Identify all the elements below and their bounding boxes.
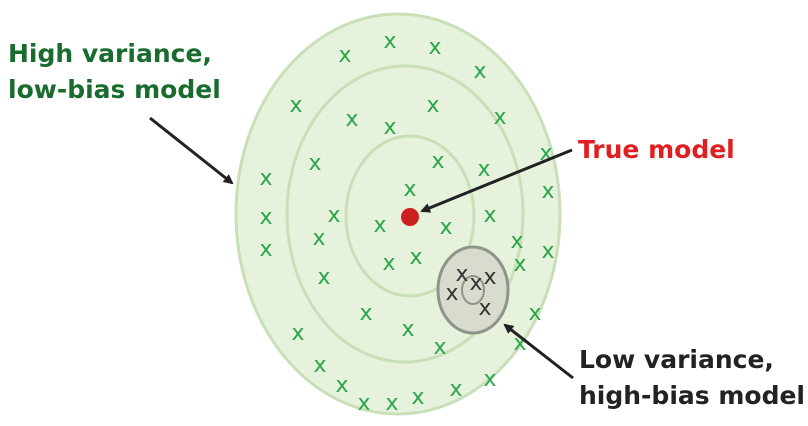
estimate-mark: x [385, 391, 398, 416]
true-model-label: True model [578, 135, 735, 164]
estimate-mark: x [513, 252, 526, 277]
estimate-mark: x [431, 149, 444, 174]
estimate-mark: x [449, 377, 462, 402]
estimate-mark: x [383, 115, 396, 140]
estimate-mark: x [541, 239, 554, 264]
low-variance-inner-ring [461, 275, 485, 305]
estimate-mark: x [403, 177, 416, 202]
target-middle-ring [285, 64, 525, 364]
low-variance-label-line2: high-bias model [579, 381, 805, 410]
estimate-mark: x [259, 166, 272, 191]
estimate-mark: x [473, 59, 486, 84]
estimate-mark: x [317, 265, 330, 290]
estimate-mark: x [382, 251, 395, 276]
estimate-mark: x [513, 331, 526, 356]
arrow-icon [420, 148, 573, 213]
estimate-mark: x [291, 321, 304, 346]
arrow-icon [149, 116, 234, 185]
low-variance-estimates: x xx xx [445, 262, 496, 321]
high-variance-label-line1: High variance, [8, 39, 212, 68]
estimate-mark: x [439, 215, 452, 240]
estimate-mark: x [327, 203, 340, 228]
estimate-mark: x [409, 245, 422, 270]
low-variance-cluster-ring [436, 245, 510, 335]
estimate-mark: x [411, 385, 424, 410]
estimate-mark: x [483, 367, 496, 392]
low-variance-label-line1: Low variance, [579, 345, 774, 374]
estimate-mark: x [373, 213, 386, 238]
estimate-mark: x [338, 43, 351, 68]
estimate-mark: x [478, 296, 491, 321]
estimate-mark: x [455, 262, 468, 287]
estimate-mark: x [313, 353, 326, 378]
estimate-mark: x [289, 93, 302, 118]
estimate-mark: x [359, 301, 372, 326]
estimate-mark: x [469, 271, 482, 296]
estimate-mark: x [433, 335, 446, 360]
estimate-mark: x [477, 157, 490, 182]
estimate-mark: x [483, 203, 496, 228]
estimate-mark: x [493, 105, 506, 130]
estimate-mark: x [483, 265, 496, 290]
estimate-mark: x [357, 391, 370, 416]
estimate-mark: x [308, 151, 321, 176]
estimate-mark: x [335, 373, 348, 398]
estimate-mark: x [259, 237, 272, 262]
high-variance-label-line2: low-bias model [8, 75, 221, 104]
estimate-mark: x [345, 107, 358, 132]
estimate-mark: x [445, 281, 458, 306]
estimate-mark: x [541, 179, 554, 204]
true-model-dot [401, 208, 419, 226]
arrow-icon [503, 323, 574, 380]
estimate-mark: x [428, 35, 441, 60]
target-outer-ring [234, 12, 562, 416]
target-inner-ring [344, 134, 476, 298]
estimate-mark: x [259, 205, 272, 230]
estimate-mark: x [426, 93, 439, 118]
estimate-mark: x [312, 226, 325, 251]
estimate-mark: x [401, 317, 414, 342]
estimate-mark: x [383, 29, 396, 54]
estimate-mark: x [528, 301, 541, 326]
estimate-mark: x [510, 229, 523, 254]
